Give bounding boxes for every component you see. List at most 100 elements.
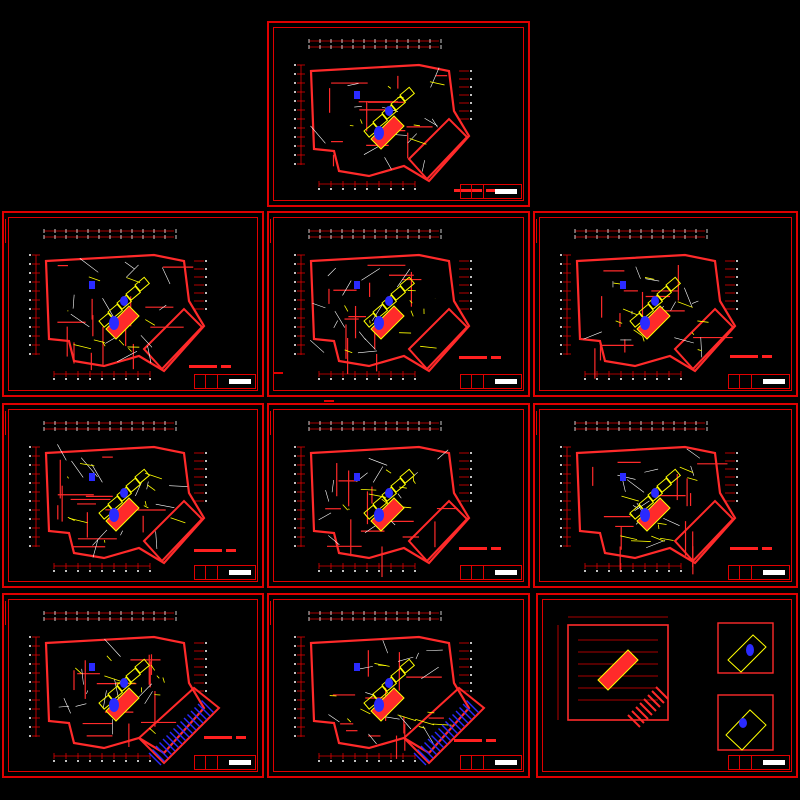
fixture-line	[128, 347, 132, 352]
grid-bubble	[470, 292, 472, 294]
pipe-line	[155, 503, 175, 509]
drawing-sheet-r4-c2[interactable]	[267, 593, 530, 778]
grid-bubble	[390, 378, 392, 380]
grid-bubble	[470, 110, 472, 112]
fixture-line	[156, 675, 160, 679]
grid-bubble	[294, 308, 296, 310]
grid-bubble	[125, 760, 127, 762]
detail-core	[597, 649, 639, 691]
drawing-sheet-r3-c1[interactable]	[2, 403, 264, 588]
equipment-block	[374, 698, 384, 712]
fixture-line	[657, 522, 667, 525]
grid-bubble	[89, 378, 91, 380]
fixture-line	[691, 332, 695, 336]
grid-bubble	[378, 760, 380, 762]
grid-bubble	[29, 690, 31, 692]
pipe-line	[645, 278, 660, 282]
stair-tread	[635, 706, 649, 720]
fixture-line	[413, 480, 416, 484]
grid-bubble	[736, 452, 738, 454]
fixture-outline	[390, 95, 407, 111]
title-block	[728, 755, 790, 770]
grid-bubble	[560, 473, 562, 475]
plan-caption-bar	[194, 549, 236, 552]
drawing-sheet-r4-c3[interactable]	[536, 593, 798, 778]
grid-bubble	[644, 378, 646, 380]
diagonal-wing	[137, 686, 221, 765]
grid-bubble	[560, 464, 562, 466]
grid-bubble	[205, 468, 207, 470]
fixture-line	[75, 667, 82, 674]
drawing-sheet-r3-c2[interactable]	[267, 403, 530, 588]
grid-bubble	[470, 78, 472, 80]
floor-plan	[29, 611, 221, 766]
grid-bubble	[470, 268, 472, 270]
pipe-line	[684, 287, 693, 308]
grid-bubble	[560, 500, 562, 502]
exterior-wall	[44, 253, 206, 373]
grid-bubble	[149, 378, 151, 380]
fixture-line	[103, 540, 106, 543]
detail-plans	[557, 616, 774, 751]
grid-bubble	[736, 260, 738, 262]
diagonal-wing	[402, 686, 486, 765]
grid-bubble	[330, 378, 332, 380]
grid-bubble	[77, 570, 79, 572]
drawing-sheet-r4-c1[interactable]	[2, 593, 264, 778]
fixture-outline	[390, 477, 407, 493]
stair-tread	[647, 694, 661, 708]
equipment-block	[651, 296, 659, 306]
grid-bubble	[378, 570, 380, 572]
sheet-inner-frame	[8, 599, 258, 772]
pipe-line	[155, 531, 158, 549]
plan-caption-bar	[459, 547, 501, 550]
grid-bubble	[294, 500, 296, 502]
grid-bubble	[294, 163, 296, 165]
grid-bubble	[378, 378, 380, 380]
fixture-line	[67, 476, 69, 479]
grid-bubble	[470, 674, 472, 676]
grid-bubble	[205, 642, 207, 644]
ramp-hatch	[431, 735, 444, 748]
fixture-outline	[390, 667, 407, 683]
grid-bubble	[378, 188, 380, 190]
grid-bubble	[113, 570, 115, 572]
pipe-line	[424, 117, 438, 127]
pipe-line	[646, 540, 666, 549]
plan-caption-bar	[454, 739, 496, 742]
pipe-line	[104, 638, 121, 657]
equipment-block	[120, 296, 128, 306]
fixture-line	[657, 524, 660, 529]
pipe-line	[310, 339, 325, 353]
grid-bubble	[294, 64, 296, 66]
pipe-line	[635, 266, 641, 279]
grid-bubble	[29, 308, 31, 310]
grid-bubble	[470, 86, 472, 88]
drawing-sheet-r2-c3[interactable]	[533, 211, 798, 397]
grid-bubble	[101, 760, 103, 762]
grid-bubble	[560, 518, 562, 520]
fixture-line	[409, 138, 427, 145]
ramp-hatch	[201, 700, 214, 713]
grid-bubble	[294, 290, 296, 292]
drawing-sheet-r2-c1[interactable]	[2, 211, 264, 397]
grid-bubble	[294, 672, 296, 674]
drawing-sheet-r2-c2[interactable]	[267, 211, 530, 397]
fixture-line	[360, 708, 371, 715]
grid-bubble	[29, 299, 31, 301]
ramp-hatch	[413, 752, 427, 766]
grid-bubble	[29, 536, 31, 538]
ramp-hatch	[155, 745, 169, 759]
grid-bubble	[294, 645, 296, 647]
grid-bubble	[608, 378, 610, 380]
pipe-line	[103, 690, 107, 708]
stair-core	[105, 305, 140, 340]
pipe-line	[399, 715, 412, 730]
fixture-line	[79, 463, 95, 467]
equipment-block	[385, 106, 393, 116]
grid-bubble	[294, 527, 296, 529]
equipment-block	[651, 488, 659, 498]
detail-fixture	[725, 709, 767, 751]
drawing-sheet-r3-c3[interactable]	[533, 403, 798, 588]
drawing-sheet-top[interactable]	[267, 21, 530, 207]
